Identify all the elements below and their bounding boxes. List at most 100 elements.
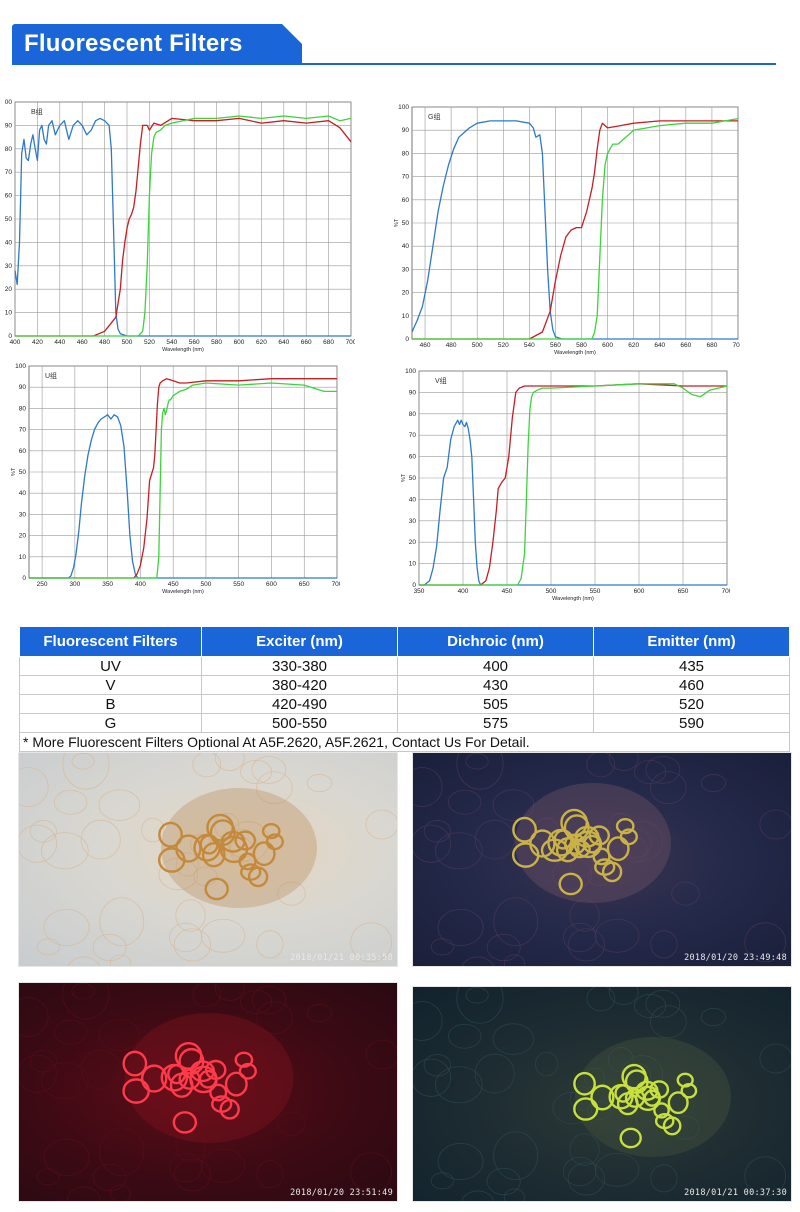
tissue-cell bbox=[413, 1058, 452, 1097]
tissue-cell bbox=[67, 956, 100, 966]
y-tick-label: 70 bbox=[19, 427, 27, 434]
tissue-cell bbox=[43, 1138, 90, 1177]
series-line-0 bbox=[419, 419, 727, 586]
filter-spec-table: Fluorescent Filters Exciter (nm) Dichroi… bbox=[19, 626, 790, 752]
x-tick-label: 480 bbox=[446, 342, 457, 349]
tissue-cell bbox=[461, 1190, 495, 1201]
y-tick-label: 80 bbox=[409, 411, 417, 418]
series-line-1 bbox=[29, 378, 337, 579]
table-row: B 420-490 505 520 bbox=[19, 694, 790, 714]
table-cell: 460 bbox=[593, 675, 790, 695]
xylem-ring bbox=[529, 829, 556, 858]
y-tick-label: 30 bbox=[402, 266, 410, 273]
chart-v-panel: 0 10 20 30 40 50 60 70 80 90 100 350 400 450 500 550 600… bbox=[395, 367, 730, 603]
table-cell: G bbox=[19, 713, 202, 733]
xylem-ring bbox=[172, 1111, 198, 1134]
x-tick-label: 600 bbox=[266, 581, 277, 588]
tissue-cell bbox=[19, 824, 58, 863]
tissue-cell bbox=[227, 821, 270, 862]
tissue-cell bbox=[486, 933, 521, 962]
tissue-cell bbox=[41, 832, 89, 870]
xylem-ring bbox=[676, 1072, 694, 1088]
table-cell: 400 bbox=[397, 656, 594, 676]
tissue-cell bbox=[192, 983, 222, 1008]
y-tick-label: 60 bbox=[5, 193, 12, 200]
tissue-cell bbox=[350, 922, 393, 963]
xylem-ring bbox=[189, 1060, 216, 1083]
x-tick-label: 480 bbox=[99, 339, 110, 346]
xylem-ring bbox=[193, 833, 221, 862]
tissue-cell bbox=[650, 930, 678, 959]
tissue-cell bbox=[158, 1087, 199, 1121]
table-cell: 435 bbox=[593, 656, 790, 676]
x-tick-label: 420 bbox=[32, 339, 43, 346]
x-tick-label: 640 bbox=[278, 339, 289, 346]
tissue-cell bbox=[158, 857, 199, 891]
tissue-cell bbox=[492, 1023, 535, 1055]
y-tick-label: 10 bbox=[409, 561, 417, 568]
y-tick-label: 60 bbox=[409, 454, 417, 461]
tissue-cell bbox=[634, 759, 667, 785]
xylem-ring bbox=[590, 1084, 615, 1111]
y-tick-label: 10 bbox=[19, 554, 27, 561]
x-tick-label: 300 bbox=[69, 581, 80, 588]
x-tick-label: 550 bbox=[233, 581, 244, 588]
tissue-cell bbox=[492, 789, 535, 821]
tissue-cell bbox=[350, 1152, 393, 1193]
xylem-ring bbox=[606, 836, 630, 862]
table-cell: 520 bbox=[593, 694, 790, 714]
tissue-cell bbox=[447, 789, 482, 815]
xylem-ring bbox=[204, 877, 229, 901]
x-tick-label: 460 bbox=[420, 342, 431, 349]
xylem-ring bbox=[608, 1083, 634, 1110]
x-tick-label: 700 bbox=[722, 588, 730, 595]
x-axis-label: Wavelength (nm) bbox=[554, 350, 596, 355]
tissue-cell bbox=[214, 753, 245, 771]
tissue-cell bbox=[71, 753, 95, 770]
tissue-cell bbox=[19, 997, 49, 1037]
x-tick-label: 250 bbox=[37, 581, 48, 588]
xylem-ring bbox=[209, 1083, 228, 1102]
tissue-cell bbox=[365, 809, 397, 840]
tissue-cell bbox=[98, 789, 141, 821]
tissue-cell bbox=[700, 774, 727, 793]
y-axis-label: %T bbox=[394, 218, 400, 227]
y-tick-label: 20 bbox=[19, 533, 27, 540]
x-tick-label: 600 bbox=[602, 342, 613, 349]
x-tick-label: 350 bbox=[102, 581, 113, 588]
micrograph-blue: 2018/01/21 00:37:30 bbox=[412, 986, 792, 1202]
table-cell: 505 bbox=[397, 694, 594, 714]
tissue-cell bbox=[277, 1111, 306, 1136]
page-header: Fluorescent Filters bbox=[0, 0, 800, 72]
y-tick-label: 40 bbox=[5, 239, 12, 246]
tissue-cell bbox=[456, 987, 504, 1024]
y-tick-label: 50 bbox=[19, 469, 27, 476]
micrograph-timestamp: 2018/01/20 23:49:48 bbox=[684, 953, 787, 963]
y-tick-label: 30 bbox=[409, 518, 417, 525]
micrograph-timestamp: 2018/01/21 00:35:58 bbox=[290, 953, 393, 963]
x-tick-label: 520 bbox=[144, 339, 155, 346]
x-tick-label: 500 bbox=[472, 342, 483, 349]
xylem-ring bbox=[573, 1071, 596, 1096]
tissue-cell bbox=[256, 1160, 284, 1189]
x-tick-label: 550 bbox=[590, 588, 601, 595]
tissue-cell bbox=[62, 753, 110, 790]
xylem-ring bbox=[653, 1102, 670, 1119]
series-line-0 bbox=[411, 120, 738, 340]
xylem-ring bbox=[619, 1127, 642, 1149]
tissue-cell bbox=[19, 767, 49, 807]
tissue-cell bbox=[175, 852, 199, 877]
tissue-cell bbox=[645, 989, 681, 1018]
y-tick-label: 70 bbox=[402, 174, 410, 181]
tissue-cell bbox=[277, 881, 306, 906]
tissue-cell bbox=[99, 1127, 145, 1177]
tissue-cell bbox=[62, 983, 110, 1020]
tissue-cell bbox=[430, 938, 454, 956]
tissue-cell bbox=[461, 956, 494, 966]
y-tick-label: 100 bbox=[5, 99, 12, 106]
x-tick-label: 600 bbox=[234, 339, 245, 346]
tissue-cell bbox=[98, 1019, 141, 1051]
tissue-cell bbox=[503, 954, 525, 966]
y-tick-label: 50 bbox=[402, 220, 410, 227]
x-tick-label: 400 bbox=[10, 339, 21, 346]
